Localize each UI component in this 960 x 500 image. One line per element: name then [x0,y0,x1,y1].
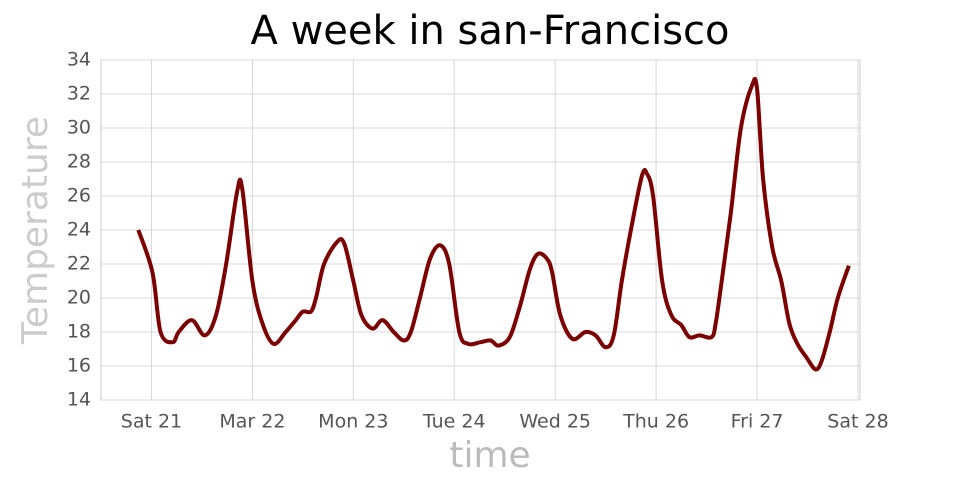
x-tick-label: Sat 21 [121,411,182,433]
y-tick-label: 26 [67,185,91,207]
x-tick-label: Mar 22 [219,411,285,433]
y-tick-label: 24 [67,219,91,241]
y-tick-label: 16 [67,355,91,377]
line [136,76,851,372]
y-tick-label: 18 [67,321,91,343]
x-tick-label: Mon 23 [318,411,388,433]
y-tick-label: 30 [67,117,91,139]
y-tick-label: 20 [67,287,91,309]
y-tick-label: 22 [67,253,91,275]
y-tick-label: 32 [67,83,91,105]
x-tick-label: Wed 25 [519,411,591,433]
x-tick-label: Fri 27 [731,411,784,433]
y-tick-label: 34 [67,49,91,71]
y-tick-label: 14 [67,389,91,411]
x-tick-label: Tue 24 [422,411,486,433]
chart-title: A week in san-Francisco [250,8,729,54]
x-axis-label: time [449,435,530,476]
y-axis-label: Temperature [15,116,56,345]
y-tick-label: 28 [67,151,91,173]
x-tick-label: Thu 26 [622,411,689,433]
x-tick-label: Sat 28 [827,411,888,433]
